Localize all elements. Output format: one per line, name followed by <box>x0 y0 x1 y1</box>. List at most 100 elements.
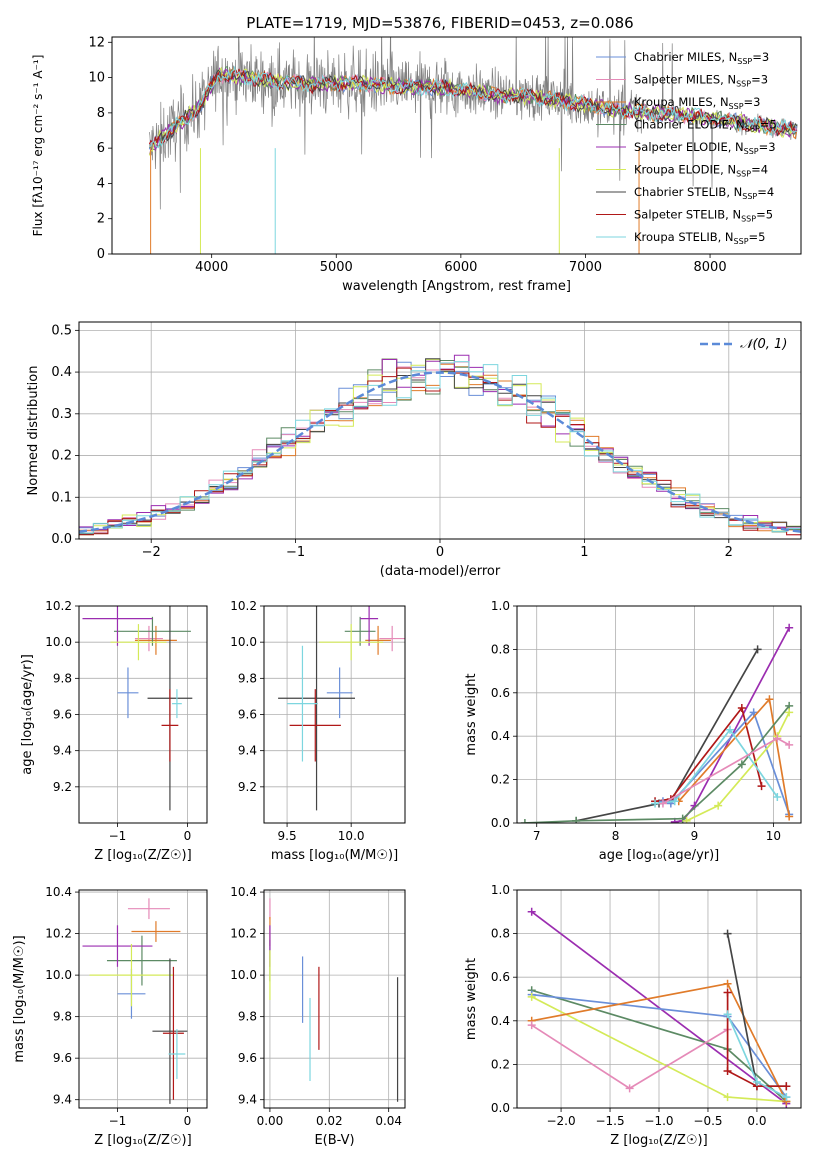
error-bar-point <box>289 689 341 762</box>
weight-marker <box>527 992 536 1001</box>
mass-vs-metallicity-panel: −1 0 9.4 9.6 9.8 10.0 10.2 10.4 Z [log₁₀(Z/Z☉)] m… <box>12 885 208 1148</box>
weight-marker <box>785 708 794 717</box>
plot-area <box>148 37 798 254</box>
y-tick-label: 9.4 <box>53 1093 72 1107</box>
weight-series-line <box>576 648 759 822</box>
x-tick-label: −1 <box>109 829 127 843</box>
legend-entry-sub: SSP <box>736 170 751 179</box>
weight-marker <box>773 734 782 743</box>
axes-frame <box>78 605 208 824</box>
y-tick-label: 8 <box>97 106 105 121</box>
weight-series-line <box>686 711 790 822</box>
legend-entry: Salpeter MILES, NSSP=3 <box>634 73 768 89</box>
error-bar-point <box>110 624 167 661</box>
y-axis-label: mass [log₁₀(M/M☉)] <box>12 935 27 1062</box>
legend-entry-sub: SSP <box>744 147 759 156</box>
x-axis-label: Z [log₁₀(Z/Z☉)] <box>94 1133 191 1148</box>
weight-marker <box>737 760 746 769</box>
error-bar-point <box>379 625 405 652</box>
y-tick-label: 9.2 <box>238 780 257 794</box>
weight-marker <box>773 792 782 801</box>
error-bar-point <box>131 921 181 942</box>
y-tick-label: 9.4 <box>238 744 257 758</box>
y-tick-label: 0.2 <box>491 773 510 787</box>
weight-marker <box>785 740 794 749</box>
error-bar-point <box>161 689 179 762</box>
legend-entry-sub: SSP <box>736 80 751 89</box>
error-bar-point <box>360 606 379 646</box>
legend-entry: Salpeter ELODIE, NSSP=3 <box>634 140 776 156</box>
y-tick-label: 0.3 <box>51 407 72 422</box>
legend-entry-label: Salpeter MILES, N <box>634 73 736 87</box>
y-tick-label: 0.4 <box>51 365 72 380</box>
x-tick-label: 10 <box>766 829 781 843</box>
axes-frame <box>111 36 802 255</box>
weight-marker <box>785 812 794 821</box>
x-tick-label: −1 <box>286 545 305 560</box>
x-tick-label: 7 <box>533 829 541 843</box>
error-bar-point <box>152 958 188 1104</box>
x-tick-label: 5000 <box>320 260 353 275</box>
x-tick-label: 6000 <box>444 260 477 275</box>
legend-entry-count: =3 <box>751 73 768 87</box>
legend-entry-label: Kroupa MILES, N <box>634 95 729 109</box>
legend-entry-count: =3 <box>759 140 776 154</box>
y-tick-label: 0.4 <box>491 729 510 743</box>
x-tick-label: −1.5 <box>595 1114 624 1128</box>
residual-histogram <box>79 361 801 534</box>
x-tick-label: −1.0 <box>644 1114 673 1128</box>
legend-entry: Kroupa MILES, NSSP=3 <box>634 95 760 111</box>
plot-area <box>269 898 399 1102</box>
weight-series-line <box>726 992 787 1088</box>
weight-marker <box>749 708 758 717</box>
weight-marker <box>782 1082 791 1091</box>
x-tick-label: 9.5 <box>278 829 297 843</box>
weight-marker <box>782 1093 791 1102</box>
weight-marker <box>682 816 691 823</box>
x-tick-label: 0.00 <box>257 1114 284 1128</box>
y-tick-label: 0.8 <box>491 927 510 941</box>
error-bar-point <box>89 943 174 1007</box>
y-tick-label: 0 <box>97 247 105 262</box>
legend-entry-sub: SSP <box>745 125 760 134</box>
x-tick-label: 0.04 <box>375 1114 402 1128</box>
weight-marker <box>757 782 766 791</box>
y-tick-label: 10.2 <box>230 927 257 941</box>
y-tick-label: 9.8 <box>53 1010 72 1024</box>
y-tick-label: 10.4 <box>45 885 72 899</box>
weight-marker <box>785 623 794 632</box>
legend-entry-count: =4 <box>751 163 768 177</box>
legend-entry-count: =5 <box>756 208 773 222</box>
error-bar-point <box>134 625 177 655</box>
y-tick-label: 9.2 <box>53 780 72 794</box>
weight-marker <box>625 1084 634 1093</box>
weight-marker <box>723 929 732 938</box>
weight-marker <box>527 1021 536 1030</box>
legend-entry-label: Chabrier STELIB, N <box>634 185 742 199</box>
x-axis-label: Z [log₁₀(Z/Z☉)] <box>610 1133 707 1148</box>
weight-marker <box>737 703 746 712</box>
age-vs-metallicity-panel: −1 0 9.2 9.4 9.6 9.8 10.0 10.2 Z [log₁₀(Z/Z☉)] ag… <box>20 599 208 863</box>
axes-frame <box>516 889 802 1109</box>
legend-entry-sub: SSP <box>737 57 752 66</box>
error-bar-point <box>134 625 163 652</box>
weight-marker <box>723 979 732 988</box>
weight-marker <box>527 907 536 916</box>
legend-entry-count: =3 <box>744 95 761 109</box>
x-axis-label: E(B-V) <box>314 1133 354 1148</box>
y-axis-label: mass weight <box>464 958 479 1040</box>
age-vs-mass-panel: 9.5 10.0 9.2 9.4 9.6 9.8 10.0 10.2 mass [log₁₀(M… <box>230 599 406 863</box>
axes-frame <box>263 605 406 824</box>
legend-entry: Kroupa STELIB, NSSP=5 <box>634 230 765 246</box>
legend-entry: Chabrier ELODIE, NSSP=5 <box>634 118 777 134</box>
model-spectrum <box>149 65 797 149</box>
legend-entry: Kroupa ELODIE, NSSP=4 <box>634 163 768 179</box>
error-bar-point <box>162 966 184 1100</box>
legend-entry-sub: SSP <box>741 215 756 224</box>
y-tick-label: 10.4 <box>230 885 257 899</box>
x-tick-label: −1 <box>109 1114 127 1128</box>
axes-frame <box>78 321 802 540</box>
weight-marker <box>520 819 529 823</box>
weight-marker <box>658 799 667 808</box>
error-bar-point <box>168 1029 186 1079</box>
